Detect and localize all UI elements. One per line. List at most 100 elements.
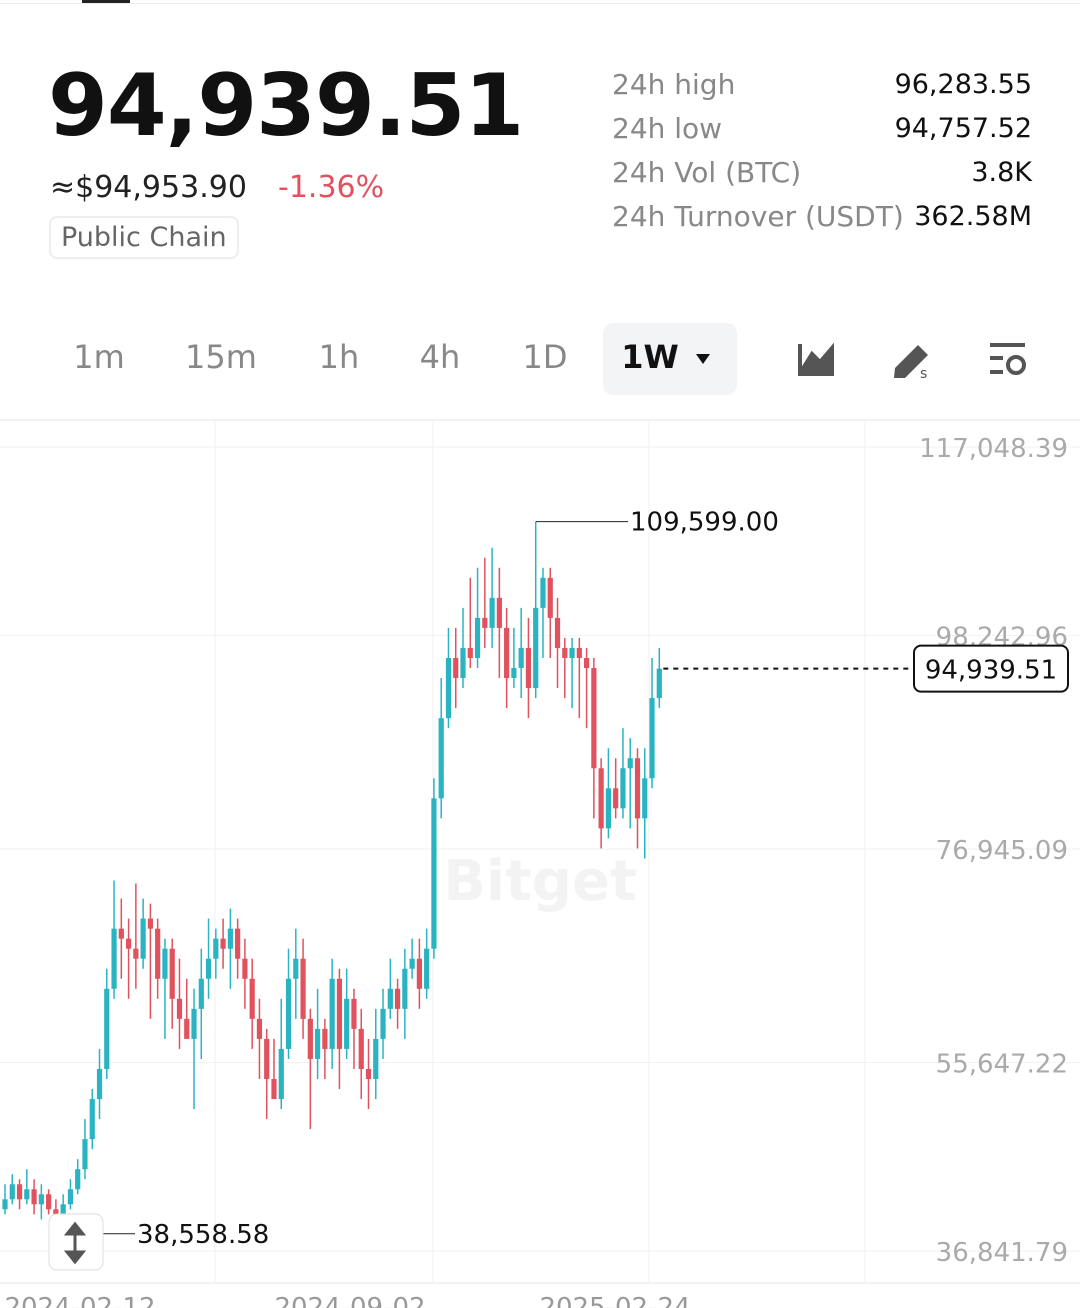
candle-body bbox=[351, 998, 357, 1029]
candle-body bbox=[140, 918, 146, 959]
candle-body bbox=[344, 998, 350, 1049]
scroll-button[interactable] bbox=[48, 1213, 104, 1271]
candle-body bbox=[576, 647, 582, 658]
stat-label: 24h Vol (BTC) bbox=[612, 156, 802, 189]
y-tick-label: 55,647.22 bbox=[936, 1049, 1068, 1079]
settings-icon[interactable] bbox=[990, 343, 1026, 375]
candle-body bbox=[198, 978, 204, 1009]
candle-body bbox=[336, 978, 343, 1049]
timeframe-tab[interactable]: 1m bbox=[73, 338, 125, 376]
candle-body bbox=[249, 978, 255, 1019]
timeframe-tab[interactable]: 15m bbox=[185, 338, 257, 376]
candle-body bbox=[89, 1099, 95, 1140]
fiat-price: ≈$94,953.90 bbox=[50, 170, 247, 205]
candle-body bbox=[445, 657, 452, 719]
extreme-label: 38,558.58 bbox=[137, 1220, 269, 1250]
candle-body bbox=[147, 918, 153, 929]
candle-body bbox=[518, 647, 524, 669]
candle-body bbox=[155, 928, 161, 979]
candle-body bbox=[285, 978, 292, 1049]
candle-body bbox=[554, 617, 561, 648]
candle-body bbox=[620, 768, 626, 809]
candle-body bbox=[169, 948, 175, 999]
change: -1.36% bbox=[278, 170, 385, 205]
candle-body bbox=[118, 928, 124, 939]
dropdown-arrow[interactable] bbox=[696, 354, 710, 364]
candle-body bbox=[24, 1189, 30, 1200]
candle-body bbox=[525, 647, 532, 689]
timeframe-tab[interactable]: 1h bbox=[318, 338, 360, 376]
divider bbox=[0, 3, 1080, 4]
candle-body bbox=[162, 948, 168, 979]
candle-body bbox=[591, 668, 597, 769]
timeframe-tab[interactable]: 4h bbox=[419, 338, 461, 376]
candle-body bbox=[125, 938, 132, 949]
x-tick-label: 2024-02-12 bbox=[4, 1293, 155, 1308]
candle-body bbox=[409, 958, 415, 969]
candle-body bbox=[176, 998, 183, 1019]
candle-body bbox=[467, 647, 473, 658]
candle-body bbox=[474, 617, 481, 658]
candle-body bbox=[300, 958, 306, 1019]
candle-body bbox=[598, 768, 604, 829]
y-tick-label: 117,048.39 bbox=[919, 434, 1068, 464]
candle-body bbox=[511, 668, 517, 679]
candle-body bbox=[271, 1079, 277, 1100]
chart-icon[interactable] bbox=[798, 342, 834, 376]
candle-body bbox=[38, 1194, 44, 1205]
candle-body bbox=[584, 657, 590, 669]
candle-body bbox=[562, 647, 568, 658]
last-price-box bbox=[913, 644, 1069, 693]
candle-body bbox=[205, 958, 212, 979]
candle-body bbox=[605, 788, 612, 829]
candle-body bbox=[482, 617, 488, 628]
candle-body bbox=[438, 718, 444, 799]
candle-body bbox=[75, 1169, 81, 1190]
candle-body bbox=[569, 647, 575, 658]
y-tick-label: 36,841.79 bbox=[936, 1238, 1068, 1268]
candle-body bbox=[133, 948, 139, 959]
candle-body bbox=[104, 988, 110, 1069]
candle-body bbox=[387, 988, 393, 1009]
candle-body bbox=[496, 597, 502, 628]
candle-body bbox=[9, 1184, 15, 1200]
v-grid bbox=[214, 421, 866, 1283]
candle-body bbox=[315, 1028, 321, 1059]
candle-body bbox=[256, 1018, 263, 1039]
candle-body bbox=[60, 1204, 66, 1220]
candle-body bbox=[307, 1018, 313, 1059]
tag[interactable]: Public Chain bbox=[49, 216, 239, 259]
candle-body bbox=[613, 788, 619, 809]
candle-body bbox=[627, 758, 633, 769]
candle-body bbox=[329, 978, 335, 1049]
candle-body bbox=[213, 938, 219, 959]
watermark: Bitget bbox=[443, 849, 636, 914]
candle-body bbox=[373, 1038, 379, 1080]
last-price-label: 94,939.51 bbox=[925, 656, 1057, 686]
candle-body bbox=[16, 1184, 23, 1200]
candle-body bbox=[96, 1068, 103, 1100]
timeframe-tab[interactable]: 1D bbox=[522, 338, 568, 376]
candle-body bbox=[540, 577, 546, 608]
candle-body bbox=[227, 928, 233, 949]
status-mark bbox=[82, 0, 130, 4]
candle-body bbox=[82, 1139, 88, 1170]
candle-body bbox=[365, 1068, 372, 1080]
candle-body bbox=[460, 647, 466, 679]
timeframe-tab[interactable]: 1W bbox=[621, 338, 679, 376]
candle-body bbox=[402, 968, 408, 1009]
candle-body bbox=[453, 657, 459, 679]
candle-body bbox=[431, 798, 437, 949]
candle-body bbox=[649, 698, 655, 779]
candle-body bbox=[67, 1189, 74, 1205]
plot: 36,841.7955,647.2276,945.0998,242.96117,… bbox=[0, 434, 1080, 1308]
candle-body bbox=[656, 668, 662, 699]
candle-body bbox=[380, 1008, 386, 1039]
stat-label: 24h Turnover (USDT) bbox=[612, 200, 904, 233]
candle-body bbox=[394, 988, 401, 1009]
draw-icon[interactable]: s bbox=[894, 345, 928, 382]
stat-value: 3.8K bbox=[971, 157, 1032, 188]
extreme-label: 109,599.00 bbox=[630, 508, 779, 538]
